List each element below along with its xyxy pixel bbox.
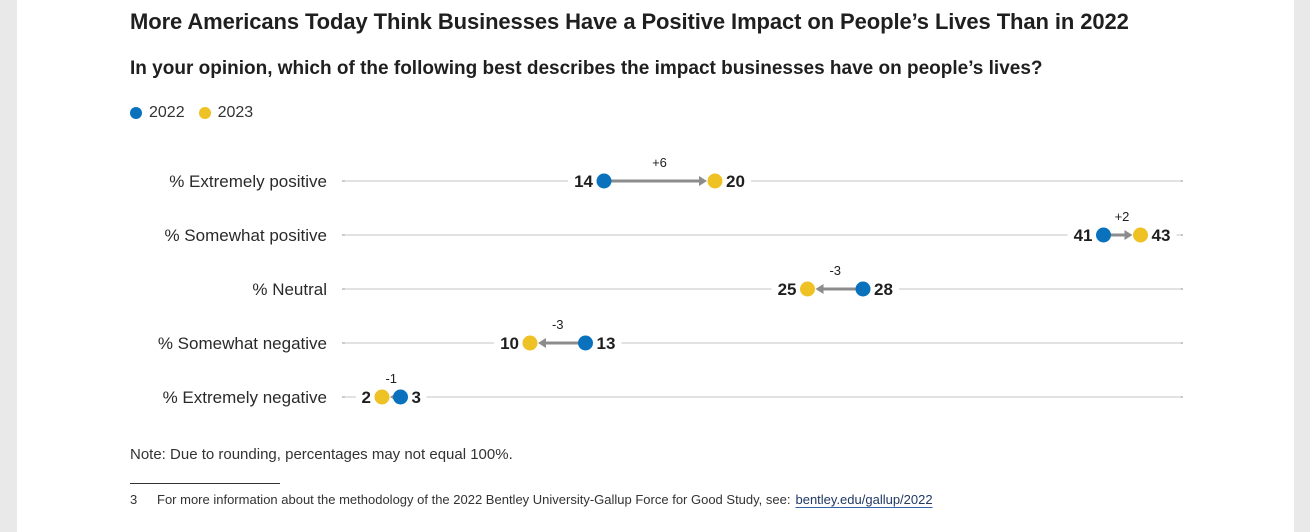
dot-2023-extremely-positive xyxy=(707,173,723,189)
dot-2023-somewhat-positive xyxy=(1133,227,1148,243)
row-label-somewhat-negative: % Somewhat negative xyxy=(158,334,327,353)
chart-legend: 2022 2023 xyxy=(130,104,267,122)
value-label-high-neutral: 28 xyxy=(874,280,893,299)
row-label-neutral: % Neutral xyxy=(252,280,327,299)
change-arrow-head-neutral xyxy=(815,284,824,294)
dot-2022-somewhat-positive xyxy=(1096,227,1111,243)
dot-2023-neutral xyxy=(800,281,815,297)
value-label-high-somewhat-positive: 43 xyxy=(1152,226,1171,245)
change-label-extremely-negative: -1 xyxy=(385,371,397,386)
dot-2023-extremely-negative xyxy=(374,389,390,405)
legend-item-2022: 2022 xyxy=(130,104,185,122)
legend-dot-2022 xyxy=(130,107,142,119)
change-label-somewhat-positive: +2 xyxy=(1115,209,1130,224)
change-arrow-head-extremely-positive xyxy=(699,176,707,186)
change-label-extremely-positive: +6 xyxy=(652,155,667,170)
chart-title: More Americans Today Think Businesses Ha… xyxy=(130,9,1129,34)
value-label-low-extremely-negative: 2 xyxy=(362,388,371,407)
value-label-low-somewhat-positive: 41 xyxy=(1074,226,1093,245)
legend-label-2023: 2023 xyxy=(217,104,254,121)
change-arrow-head-somewhat-positive xyxy=(1124,230,1133,240)
footnote: 3 For more information about the methodo… xyxy=(130,492,933,507)
legend-item-2023: 2023 xyxy=(198,104,254,122)
dot-2022-neutral xyxy=(855,281,871,297)
value-label-low-somewhat-negative: 10 xyxy=(500,334,519,353)
legend-dot-2023 xyxy=(198,107,211,119)
value-label-high-extremely-negative: 3 xyxy=(412,388,421,407)
change-label-somewhat-negative: -3 xyxy=(552,317,564,332)
footnote-divider xyxy=(130,483,280,484)
methodology-link[interactable]: bentley.edu/gallup/2022 xyxy=(795,492,933,507)
dumbbell-chart: % Extremely positive +6 14 20 % Somewhat pos… xyxy=(158,155,1183,407)
value-label-high-extremely-positive: 20 xyxy=(726,172,745,191)
change-arrow-head-somewhat-negative xyxy=(538,338,546,348)
dot-2022-extremely-negative xyxy=(393,389,408,405)
row-label-extremely-negative: % Extremely negative xyxy=(163,388,327,407)
row-label-extremely-positive: % Extremely positive xyxy=(169,172,327,191)
report-page: More Americans Today Think Businesses Ha… xyxy=(17,0,1294,532)
value-label-low-extremely-positive: 14 xyxy=(574,172,593,191)
value-label-high-somewhat-negative: 13 xyxy=(597,334,616,353)
dot-2023-somewhat-negative xyxy=(522,335,538,351)
row-label-somewhat-positive: % Somewhat positive xyxy=(164,226,327,245)
footnote-number: 3 xyxy=(130,492,138,507)
footnote-text: For more information about the methodolo… xyxy=(157,492,791,507)
dot-2022-extremely-positive xyxy=(596,173,612,189)
chart-note: Note: Due to rounding, percentages may n… xyxy=(130,446,513,463)
change-label-neutral: -3 xyxy=(829,263,841,278)
value-label-low-neutral: 25 xyxy=(778,280,797,299)
dot-2022-somewhat-negative xyxy=(578,335,593,351)
legend-label-2022: 2022 xyxy=(149,104,185,121)
chart-subtitle: In your opinion, which of the following … xyxy=(130,58,1043,79)
